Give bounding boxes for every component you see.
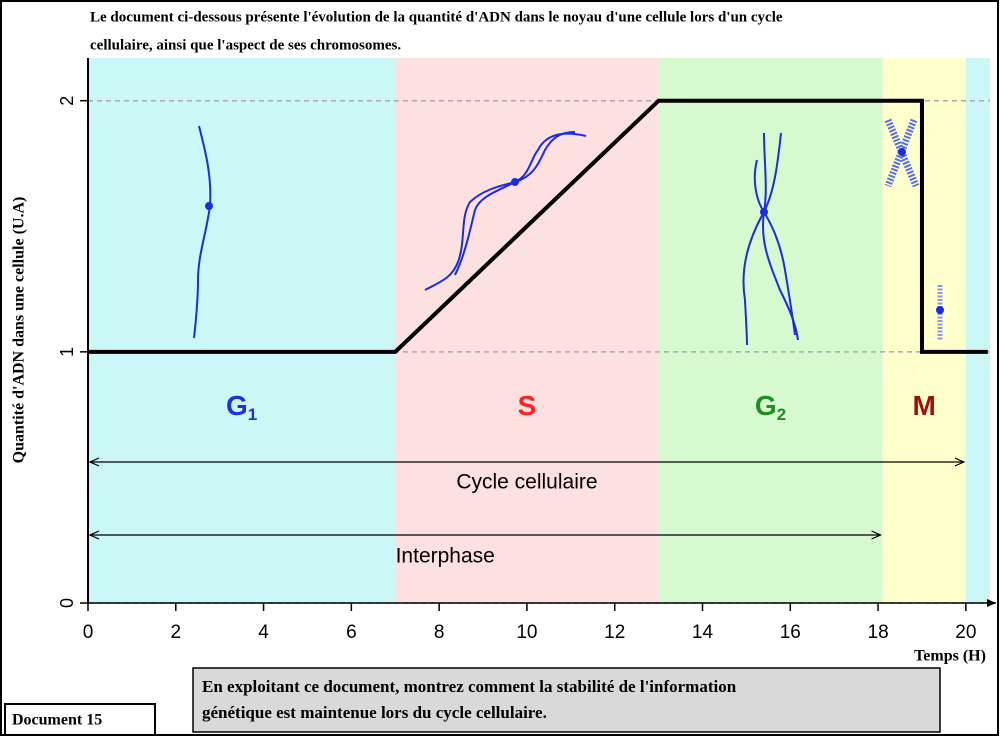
page: 01202468101214161820 G1SG2MCycle cellula…	[0, 0, 1000, 736]
phase-backgrounds	[88, 58, 990, 603]
y-tick-label: 1	[57, 347, 77, 357]
phase-band	[882, 58, 965, 603]
question-text: En exploitant ce document, montrez comme…	[202, 677, 737, 696]
x-tick-label: 4	[258, 622, 269, 643]
phase-band	[659, 58, 883, 603]
y-tick-label: 0	[57, 598, 77, 608]
phase-band	[88, 58, 395, 603]
x-tick-label: 12	[604, 622, 625, 643]
phase-label: S	[518, 390, 537, 421]
y-axis-label: Quantité d'ADN dans une cellule (U.A)	[11, 197, 28, 464]
phase-subscript: 2	[777, 405, 786, 424]
title: cellulaire, ainsi que l'aspect de ses ch…	[90, 37, 401, 53]
x-tick-label: 10	[516, 622, 537, 643]
x-axis-label: Temps (H)	[914, 648, 986, 665]
x-tick-label: 14	[692, 622, 714, 643]
x-tick-label: 2	[170, 622, 181, 643]
phase-name: G	[755, 390, 777, 421]
phase-name: S	[518, 390, 537, 421]
phase-name: M	[912, 390, 935, 421]
x-tick-label: 6	[346, 622, 357, 643]
phase-name: G	[226, 390, 248, 421]
x-tick-label: 20	[955, 622, 976, 643]
phase-subscript: 1	[248, 405, 257, 424]
phase-band	[966, 58, 990, 603]
title: Le document ci-dessous présente l'évolut…	[90, 9, 783, 25]
x-tick-label: 0	[83, 622, 94, 643]
question-text: génétique est maintenue lors du cycle ce…	[202, 703, 547, 722]
phase-label: M	[912, 390, 935, 421]
x-tick-label: 16	[780, 622, 801, 643]
span-label: Cycle cellulaire	[456, 471, 597, 494]
document-label: Document 15	[12, 712, 102, 729]
x-tick-label: 18	[868, 622, 889, 643]
y-tick-label: 2	[57, 96, 77, 106]
span-label: Interphase	[396, 545, 495, 568]
x-tick-label: 8	[434, 622, 445, 643]
